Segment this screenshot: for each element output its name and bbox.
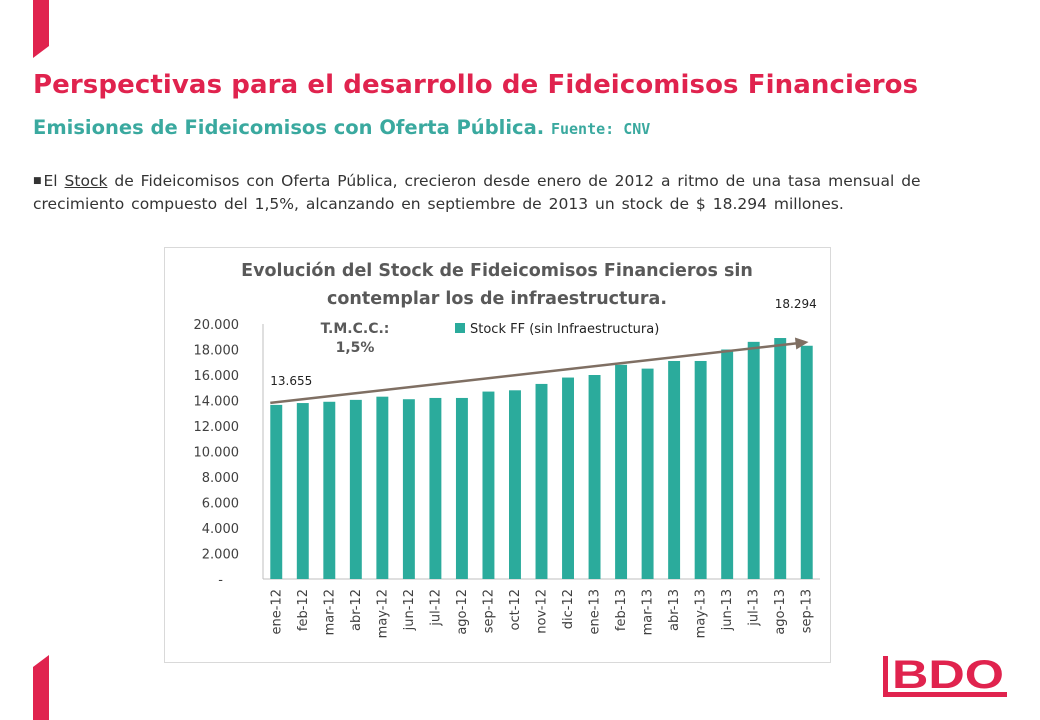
bdo-logo: BDO	[883, 653, 1007, 697]
bar	[402, 399, 415, 579]
slide-title: Perspectivas para el desarrollo de Fidei…	[33, 70, 919, 100]
x-tick-label: dic-12	[561, 589, 576, 629]
tmcc-label-line-2: 1,5%	[336, 340, 375, 356]
x-tick-label: nov-12	[535, 589, 550, 634]
bullet-stock-link[interactable]: Stock	[64, 172, 108, 190]
trend-arrow-head	[794, 337, 809, 350]
y-tick-label: 12.000	[194, 420, 240, 435]
bar	[562, 377, 574, 579]
bar	[615, 364, 628, 579]
x-tick-label: abr-12	[349, 589, 364, 631]
x-tick-label: mar-12	[322, 589, 337, 635]
bar	[747, 341, 760, 579]
y-tick-label: 4.000	[202, 522, 239, 537]
bar	[774, 338, 787, 579]
bar	[535, 383, 548, 579]
x-tick-label: ene-12	[269, 589, 284, 634]
x-tick-label: sep-13	[800, 589, 815, 633]
logo-text: BDO	[892, 653, 1004, 697]
bar	[429, 397, 442, 579]
bullet-text-pre: El	[43, 172, 65, 190]
slide-subtitle: Emisiones de Fideicomisos con Oferta Púb…	[33, 116, 650, 139]
bar	[270, 404, 283, 579]
x-tick-label: jun-13	[720, 589, 735, 631]
subtitle-source: Fuente: CNV	[550, 120, 651, 138]
bar	[455, 397, 468, 579]
x-tick-label: feb-13	[614, 589, 629, 631]
y-tick-label: 20.000	[194, 318, 240, 333]
bar	[721, 349, 734, 579]
bar	[323, 401, 336, 579]
x-tick-label: abr-13	[667, 589, 682, 631]
slide-accent-top	[33, 0, 49, 58]
bullet-text-post: de Fideicomisos con Oferta Pública, crec…	[33, 172, 921, 213]
y-tick-label: 6.000	[202, 497, 239, 512]
bar	[349, 399, 362, 579]
data-label: 18.294	[775, 297, 817, 311]
bar	[641, 368, 654, 579]
bar	[668, 360, 681, 579]
bar	[376, 396, 389, 579]
bar	[509, 390, 521, 579]
y-tick-label: 8.000	[202, 471, 239, 486]
y-tick-label: 14.000	[194, 395, 240, 410]
logo-stem	[883, 656, 888, 697]
x-tick-label: mar-13	[641, 589, 656, 635]
x-tick-label: jul-12	[428, 589, 443, 627]
tmcc-label-line-1: T.M.C.C.:	[321, 321, 390, 337]
data-label: 13.655	[270, 374, 312, 388]
accent-shape-top	[33, 0, 49, 58]
chart-container: Evolución del Stock de Fideicomisos Fina…	[164, 247, 831, 663]
trend-arrow-line	[270, 341, 801, 405]
bar	[588, 375, 601, 579]
bar	[800, 345, 813, 579]
y-tick-label: 18.000	[194, 344, 240, 359]
subtitle-main: Emisiones de Fideicomisos con Oferta Púb…	[33, 116, 545, 139]
y-tick-label: -	[218, 573, 223, 588]
bullet-square-icon: ■	[33, 176, 42, 186]
x-tick-label: feb-12	[296, 589, 311, 631]
x-tick-label: ene-13	[588, 589, 603, 634]
x-tick-label: may-12	[375, 589, 390, 638]
chart-title-line-1: Evolución del Stock de Fideicomisos Fina…	[241, 261, 753, 281]
accent-shape-bottom	[33, 655, 49, 720]
x-tick-label: oct-12	[508, 589, 523, 630]
bar	[694, 360, 707, 579]
bar	[482, 391, 495, 579]
slide-accent-bottom	[33, 655, 49, 720]
x-tick-label: sep-12	[481, 589, 496, 633]
x-tick-label: ago-12	[455, 589, 470, 635]
logo-underline	[883, 692, 1007, 697]
bar	[296, 403, 309, 579]
legend-label: Stock FF (sin Infraestructura)	[470, 322, 659, 337]
x-tick-label: may-13	[694, 589, 709, 638]
y-tick-label: 16.000	[194, 369, 240, 384]
bar-chart: Evolución del Stock de Fideicomisos Fina…	[194, 261, 820, 638]
x-tick-label: jul-13	[747, 589, 762, 627]
plot-area: - 2.000 4.000 6.000 8.000 10.000 12.000 14.000 1…	[194, 297, 820, 638]
x-tick-label: ago-13	[773, 589, 788, 635]
legend-swatch	[455, 323, 465, 333]
chart-title-line-2: contemplar los de infraestructura.	[327, 289, 667, 309]
bullet-paragraph: ■ El Stock de Fideicomisos con Oferta Púb…	[33, 170, 973, 216]
x-tick-label: jun-12	[402, 589, 417, 631]
y-tick-label: 2.000	[202, 548, 239, 563]
y-tick-label: 10.000	[194, 446, 240, 461]
